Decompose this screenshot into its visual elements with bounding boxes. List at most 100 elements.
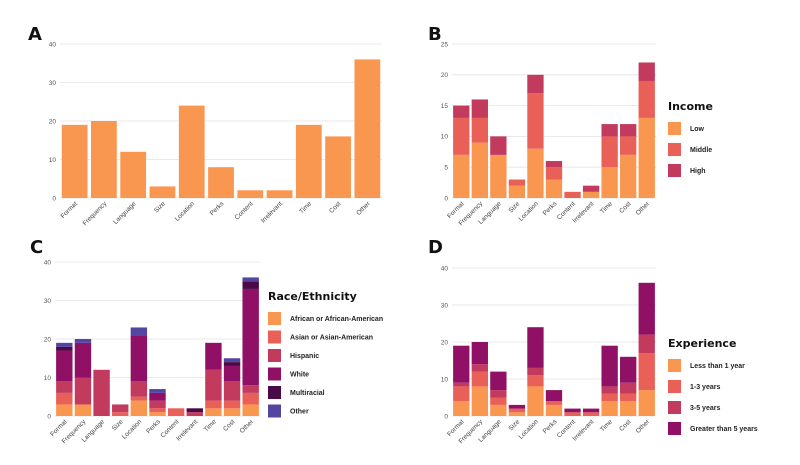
bar-size-total — [149, 186, 176, 198]
bar-time-1-3-years — [601, 393, 618, 402]
bar-cost-3-5-years — [620, 382, 637, 394]
x-tick-label: Other — [239, 418, 256, 435]
bar-location-3-5-years — [527, 367, 544, 376]
bar-size-asian-or-asian-american — [112, 412, 129, 416]
bar-other-3-5-years — [638, 334, 655, 354]
bar-location-white — [130, 335, 148, 382]
bar-format-high — [453, 105, 470, 118]
bar-language-hispanic — [93, 369, 110, 416]
bar-content-greater-than-5-years — [564, 408, 581, 413]
x-tick-label: Perks — [145, 418, 162, 435]
legend-label-multiracial: Multiracial — [290, 390, 325, 397]
legend-title: Experience — [668, 337, 736, 350]
x-tick-label: Time — [599, 200, 614, 215]
y-tick-label: 40 — [441, 265, 449, 272]
y-tick-label: 25 — [441, 41, 449, 48]
legend-swatch-3-5-years — [668, 401, 681, 414]
bar-cost-african-or-african-american — [223, 408, 241, 416]
legend: Race/Ethnicity African or African-America… — [268, 290, 383, 418]
bar-cost-greater-than-5-years — [620, 356, 637, 383]
bar-irrelevant-total — [266, 190, 293, 198]
bar-time-high — [601, 124, 618, 137]
bar-cost-other — [223, 358, 241, 363]
bar-perks-african-or-african-american — [149, 412, 166, 416]
bar-irrelevant-low — [582, 191, 600, 198]
bar-frequency-african-or-african-american — [74, 404, 92, 416]
x-tick-label: Location — [174, 200, 197, 223]
x-tick-label: Location — [121, 418, 144, 441]
y-tick-label: 20 — [441, 339, 449, 346]
legend-label-asian-or-asian-american: Asian or Asian-American — [290, 335, 373, 342]
bar-frequency-other — [74, 339, 92, 343]
bar-language-low — [490, 154, 507, 198]
bar-location-less-than-1-year — [527, 386, 544, 416]
bar-frequency-hispanic — [74, 377, 92, 405]
x-tick-label: Other — [635, 418, 652, 435]
bar-other-african-or-african-american — [242, 404, 259, 416]
y-tick-label: 20 — [44, 336, 52, 343]
bar-perks-greater-than-5-years — [545, 390, 563, 402]
y-tick-label: 30 — [49, 80, 57, 87]
bar-location-asian-or-asian-american — [130, 396, 148, 401]
bar-size-less-than-1-year — [508, 412, 526, 416]
bar-time-white — [205, 342, 222, 370]
bar-other-middle — [638, 80, 655, 118]
legend-swatch-middle — [668, 143, 681, 156]
bar-location-other — [130, 327, 148, 336]
bar-time-asian-or-asian-american — [205, 400, 222, 409]
bar-time-middle — [601, 136, 618, 168]
bar-frequency-high — [471, 99, 488, 118]
legend-swatch-african-or-african-american — [268, 312, 281, 325]
bar-other-low — [638, 117, 655, 198]
bar-format-greater-than-5-years — [453, 345, 470, 383]
bar-format-asian-or-asian-american — [56, 392, 73, 405]
bar-format-3-5-years — [453, 382, 470, 387]
y-tick-label: 10 — [441, 134, 449, 141]
bar-frequency-total — [91, 121, 117, 198]
legend-title: Race/Ethnicity — [268, 290, 357, 303]
bar-format-1-3-years — [453, 386, 470, 402]
bar-location-african-or-african-american — [130, 400, 148, 416]
bar-language-greater-than-5-years — [490, 371, 507, 391]
chart-panel-a: A 0 10 20 30 40 Format Frequency Language Size Loc… — [28, 24, 382, 227]
bar-frequency-white — [74, 342, 92, 378]
bar-location-high — [527, 74, 544, 94]
bar-time-african-or-african-american — [205, 408, 222, 416]
bar-language-less-than-1-year — [490, 404, 507, 416]
x-tick-label: Content — [234, 200, 255, 221]
legend-swatch-low — [668, 122, 681, 135]
legend: Experience Less than 1 year 1-3 years 3-5 y… — [668, 337, 758, 435]
bar-language-3-5-years — [490, 390, 507, 398]
y-tick-label: 10 — [441, 376, 449, 383]
bar-time-total — [295, 124, 322, 198]
bar-cost-middle — [620, 136, 637, 155]
bar-time-3-5-years — [601, 386, 618, 394]
x-tick-label: Perks — [209, 200, 226, 217]
x-tick-label: Perks — [542, 200, 559, 217]
bar-content-total — [237, 190, 264, 198]
y-tick-label: 0 — [47, 413, 51, 420]
x-tick-label: Cost — [328, 200, 343, 215]
legend-swatch-multiracial — [268, 386, 281, 399]
x-tick-label: Size — [111, 418, 125, 432]
bar-cost-hispanic — [223, 381, 241, 401]
bar-cost-asian-or-asian-american — [223, 400, 241, 409]
bar-perks-other — [149, 389, 166, 393]
bar-size-greater-than-5-years — [508, 404, 526, 409]
x-tick-label: Language — [112, 200, 138, 226]
bar-perks-less-than-1-year — [545, 404, 563, 416]
bar-perks-middle — [545, 167, 563, 180]
bar-content-middle — [564, 191, 581, 198]
y-tick-label: 0 — [52, 195, 56, 202]
x-tick-label: Irrelevant — [260, 200, 284, 224]
bar-location-greater-than-5-years — [527, 327, 544, 368]
legend-swatch-other — [268, 404, 281, 418]
bar-perks-low — [545, 179, 563, 198]
legend-swatch-high — [668, 164, 681, 177]
y-tick-label: 40 — [49, 41, 57, 48]
bar-size-low — [508, 185, 526, 198]
bar-content-asian-or-asian-american — [167, 408, 185, 416]
